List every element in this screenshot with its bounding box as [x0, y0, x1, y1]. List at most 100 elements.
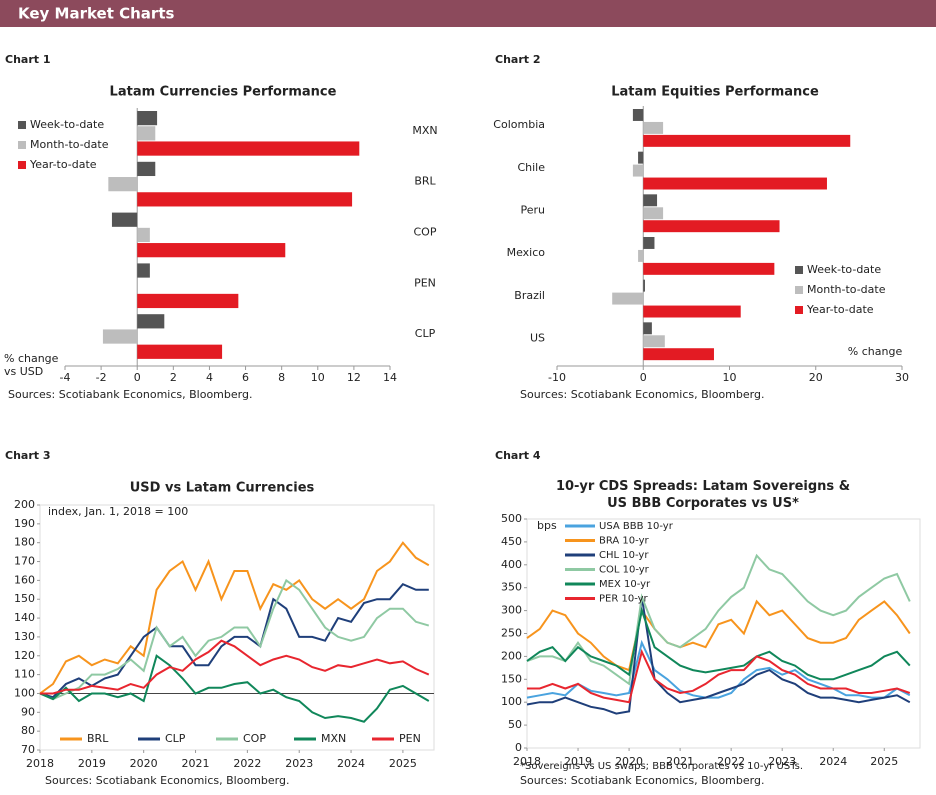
x-tick-label: 2019 [564, 755, 592, 768]
bar [643, 177, 827, 190]
legend-label: Month-to-date [30, 138, 109, 151]
x-tick-label: -10 [548, 371, 566, 384]
bar [632, 109, 644, 121]
category-label: COP [414, 225, 437, 238]
series-line [526, 599, 911, 672]
y-tick-label: 140 [14, 611, 35, 624]
series-line [526, 596, 911, 715]
bar [643, 305, 741, 318]
bar [643, 348, 714, 361]
legend-label: BRL [87, 732, 109, 745]
category-label: Chile [517, 161, 545, 174]
category-label: Peru [520, 204, 545, 217]
legend-swatch [18, 121, 26, 129]
bar [137, 263, 150, 278]
chart-title: Latam Currencies Performance [110, 85, 337, 100]
legend-swatch [795, 286, 803, 294]
category-label: US [530, 332, 545, 345]
bar [643, 134, 851, 147]
legend-swatch [795, 266, 803, 274]
y-tick-label: 110 [14, 668, 35, 681]
y-tick-label: 180 [14, 536, 35, 549]
series-line [526, 553, 911, 686]
x-tick-label: 20 [809, 371, 823, 384]
x-tick-label: 2025 [870, 755, 898, 768]
x-tick-label: 8 [278, 371, 285, 384]
bar [643, 279, 645, 292]
y-tick-label: 130 [14, 630, 35, 643]
x-tick-label: 2020 [130, 757, 158, 770]
y-tick-label: 80 [21, 724, 35, 737]
y-tick-label: 400 [501, 558, 522, 571]
plot-frame [526, 518, 921, 749]
legend-label: PER 10-yr [599, 594, 649, 605]
legend-swatch [18, 161, 26, 169]
x-tick-label: 10 [311, 371, 325, 384]
legend-label: MXN [321, 732, 346, 745]
bar [137, 192, 353, 207]
legend-label: Month-to-date [807, 283, 886, 296]
y-tick-label: 250 [501, 627, 522, 640]
series-line [527, 648, 911, 704]
x-tick-label: -4 [60, 371, 71, 384]
y-tick-label: 100 [501, 695, 522, 708]
x-tick-label: 2020 [615, 755, 643, 768]
x-tick-label: 10 [723, 371, 737, 384]
series-line [39, 578, 430, 701]
x-tick-label: 2023 [285, 757, 313, 770]
y-tick-label: 50 [508, 718, 522, 731]
bar [137, 314, 165, 329]
y-tick-label: 90 [21, 705, 35, 718]
bar [137, 293, 239, 309]
y-tick-label: 190 [14, 517, 35, 530]
header-bar [0, 0, 936, 27]
bar [643, 335, 665, 348]
x-tick-label: 0 [134, 371, 141, 384]
bar [643, 322, 652, 335]
bar [643, 207, 664, 220]
source: Sources: Scotiabank Economics, Bloomberg… [520, 388, 764, 401]
x-tick-label: 6 [242, 371, 249, 384]
category-label: BRL [414, 175, 436, 188]
bar [111, 212, 138, 227]
x-tick-label: -2 [96, 371, 107, 384]
chart-title: Latam Equities Performance [611, 85, 819, 100]
x-tick-label: 12 [347, 371, 361, 384]
chart-label: Chart 4 [495, 449, 541, 462]
x-tick-label: 2021 [666, 755, 694, 768]
chart-label: Chart 3 [5, 449, 51, 462]
y-tick-label: 450 [501, 535, 522, 548]
x-axis-label-box: % change vs USD [4, 352, 59, 378]
bar [137, 243, 286, 258]
y-tick-label: 200 [501, 649, 522, 662]
series-line [40, 639, 430, 695]
source: Sources: Scotiabank Economics, Bloomberg… [45, 774, 289, 787]
plot-frame [39, 504, 435, 751]
legend-label: Year-to-date [806, 303, 874, 316]
y-tick-label: 200 [14, 498, 35, 511]
x-tick-label: 30 [895, 371, 909, 384]
y-tick-label: 0 [515, 741, 522, 754]
legend-label: Week-to-date [30, 118, 104, 131]
x-tick-label: 2 [170, 371, 177, 384]
y-tick-label: 350 [501, 581, 522, 594]
x-tick-label: 14 [383, 371, 397, 384]
category-label: Mexico [507, 246, 546, 259]
category-label: Colombia [493, 118, 545, 131]
bar [137, 161, 156, 177]
x-tick-label: 4 [206, 371, 213, 384]
legend-label: Week-to-date [807, 263, 881, 276]
bar [137, 141, 360, 156]
x-axis-label: % change vs USD [4, 352, 59, 378]
bar [137, 344, 223, 359]
series-line [39, 582, 429, 699]
category-label: MXN [412, 124, 437, 137]
bar [137, 111, 158, 126]
source: Sources: Scotiabank Economics, Bloomberg… [8, 388, 252, 401]
legend-label: COP [243, 732, 266, 745]
bar [137, 126, 156, 141]
y-tick-label: 150 [501, 672, 522, 685]
legend-label: MEX 10-yr [599, 579, 651, 590]
bar [638, 249, 644, 262]
